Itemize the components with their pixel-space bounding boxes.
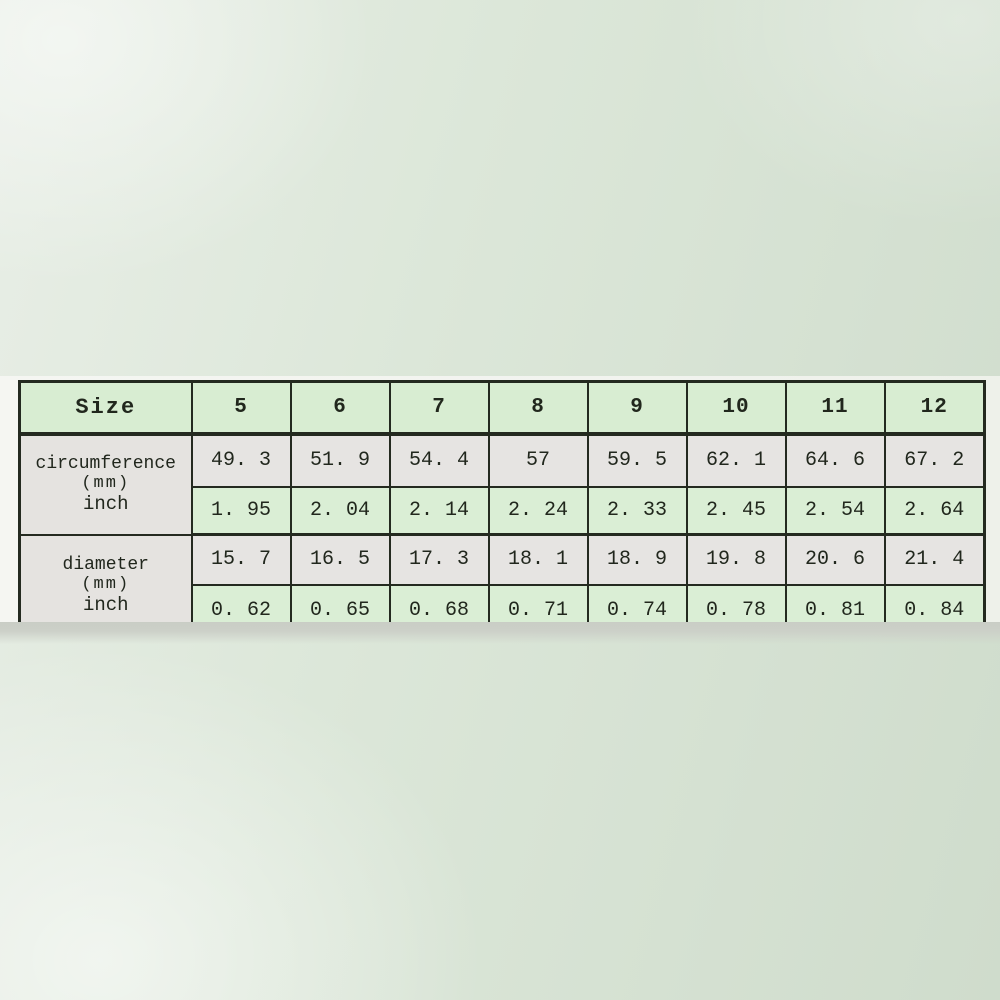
circumference-label-cell: circumference (mm) inch [18,433,193,536]
size-header-cell: Size [18,381,193,436]
diameter-mm-value: 16. 5 [289,534,391,586]
circumference-label: circumference [35,454,176,474]
circumference-inch-value: 2. 24 [487,486,589,536]
size-col-header: 11 [784,381,886,436]
strip-shadow [0,622,1000,644]
size-col-header: 9 [586,381,688,436]
circumference-mm-value: 62. 1 [685,433,787,488]
circumference-mm-value: 49. 3 [190,433,292,488]
size-col-header: 8 [487,381,589,436]
circumference-inch-value: 2. 54 [784,486,886,536]
diameter-mm-value: 18. 1 [487,534,589,586]
circumference-inch-row: 1. 95 2. 04 2. 14 2. 24 2. 33 2. 45 2. 5… [20,486,986,536]
circumference-mm-value: 64. 6 [784,433,886,488]
diameter-inch-value: 0. 81 [784,584,886,622]
size-col-header: 5 [190,381,292,436]
circumference-mm-value: 67. 2 [883,433,986,488]
circumference-unit-label: (mm) [81,474,131,493]
circumference-inch-value: 1. 95 [190,486,292,536]
circumference-mm-value: 54. 4 [388,433,490,488]
circumference-inch-label: inch [82,493,129,515]
diameter-label-cell: diameter (mm) inch [18,534,193,622]
size-col-header: 12 [883,381,986,436]
diameter-mm-value: 18. 9 [586,534,688,586]
ring-size-table: Size 5 6 7 8 9 10 11 12 circumference (m… [18,380,986,622]
diameter-inch-value: 0. 78 [685,584,787,622]
size-col-header: 7 [388,381,490,436]
size-col-header: 6 [289,381,391,436]
diameter-mm-value: 21. 4 [883,534,986,586]
diameter-mm-value: 17. 3 [388,534,490,586]
diameter-inch-value: 0. 71 [487,584,589,622]
diameter-inch-label: inch [82,593,129,616]
circumference-mm-row: circumference (mm) inch 49. 3 51. 9 54. … [18,433,986,536]
circumference-mm-value: 57 [487,433,589,488]
circumference-mm-value: 51. 9 [289,433,391,488]
circumference-inch-value: 2. 33 [586,486,688,536]
diameter-mm-value: 15. 7 [190,534,292,586]
circumference-mm-value: 59. 5 [586,433,688,488]
diameter-label: diameter [62,554,149,575]
circumference-inch-value: 2. 04 [289,486,391,536]
diameter-mm-value: 19. 8 [685,534,787,586]
table-photo-strip: Size 5 6 7 8 9 10 11 12 circumference (m… [0,376,1000,622]
diameter-mm-row: diameter (mm) inch 15. 7 16. 5 17. 3 18.… [18,534,986,622]
diameter-inch-row: 0. 62 0. 65 0. 68 0. 71 0. 74 0. 78 0. 8… [20,584,986,622]
diameter-inch-value: 0. 62 [190,584,292,622]
size-col-header: 10 [685,381,787,436]
circumference-inch-value: 2. 14 [388,486,490,536]
diameter-inch-value: 0. 68 [388,584,490,622]
circumference-inch-value: 2. 64 [883,486,986,536]
diameter-inch-value: 0. 84 [883,584,986,622]
diameter-unit-label: (mm) [81,574,131,594]
diameter-inch-value: 0. 74 [586,584,688,622]
diameter-inch-value: 0. 65 [289,584,391,622]
circumference-inch-value: 2. 45 [685,486,787,536]
table-header-row: Size 5 6 7 8 9 10 11 12 [18,381,986,436]
diameter-mm-value: 20. 6 [784,534,886,586]
